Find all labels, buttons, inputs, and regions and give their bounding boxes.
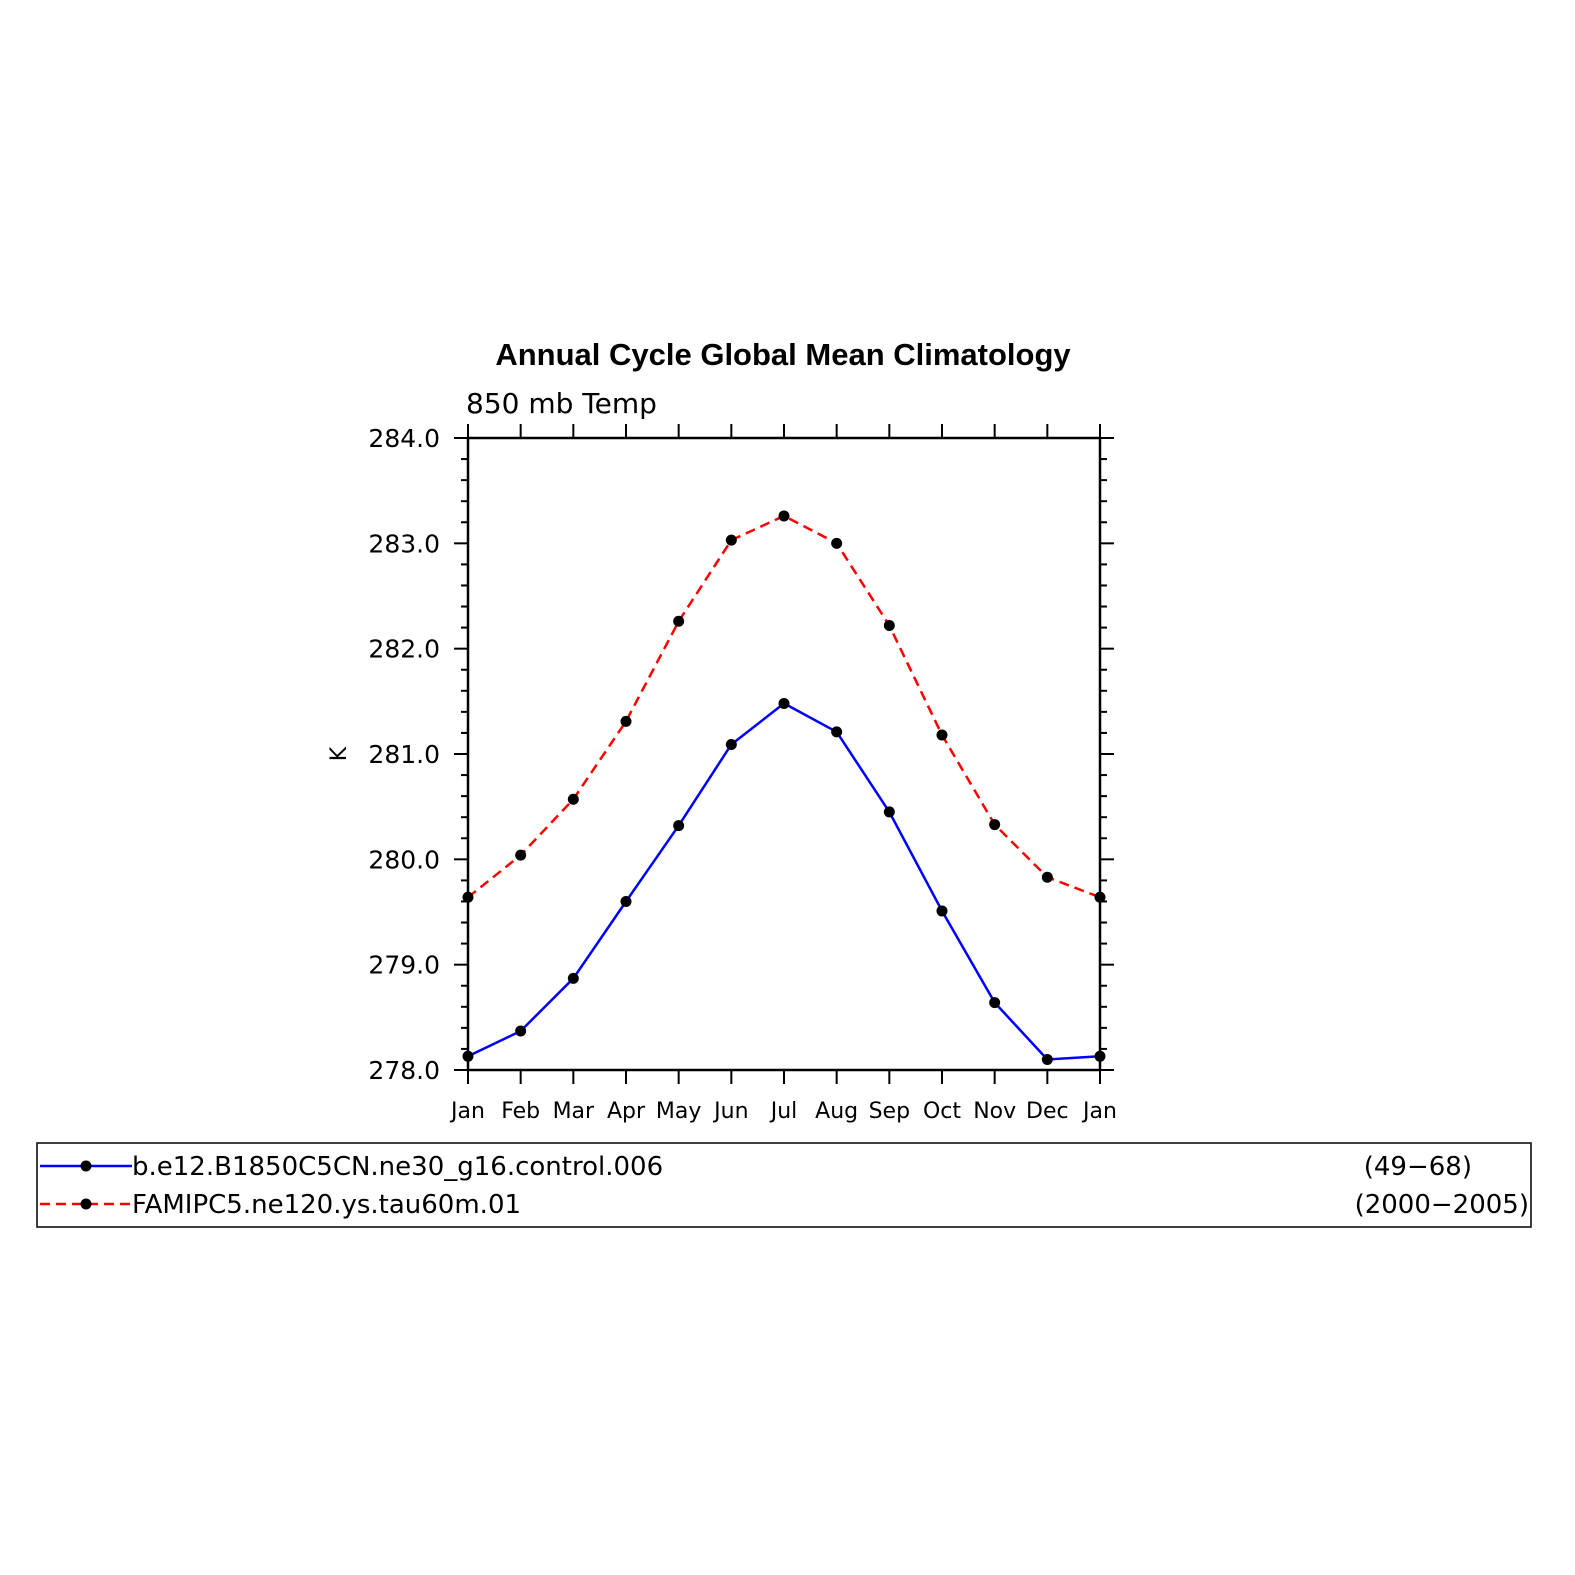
series-2-point	[778, 510, 790, 522]
series-1-point	[620, 895, 632, 907]
x-tick-label: Sep	[869, 1099, 910, 1124]
legend-marker-series-2	[80, 1198, 92, 1210]
series-1-point	[673, 820, 685, 832]
y-axis-label: K	[327, 746, 352, 761]
x-tick-label: May	[656, 1099, 701, 1124]
series-1-point	[989, 997, 1001, 1009]
x-tick-label: Dec	[1026, 1099, 1069, 1124]
y-tick-label: 278.0	[368, 1056, 440, 1085]
y-tick-labels: 278.0 279.0 280.0 281.0 282.0 283.0 284.0	[368, 424, 440, 1085]
series-2-point	[567, 793, 579, 805]
series-line-1	[467, 701, 1101, 1061]
series-2-point	[515, 849, 527, 861]
series-1-point	[515, 1025, 527, 1037]
y-tick-label: 281.0	[368, 740, 440, 769]
legend: b.e12.B1850C5CN.ne30_g16.control.006 (49…	[36, 1142, 1532, 1228]
legend-period-series-1: (49−68)	[1364, 1152, 1472, 1182]
chart-title: Annual Cycle Global Mean Climatology	[495, 337, 1071, 372]
axis-ticks	[454, 424, 1114, 1084]
series-1-point	[883, 806, 895, 818]
x-tick-label: Mar	[553, 1099, 595, 1124]
chart-subtitle: 850 mb Temp	[466, 387, 657, 420]
x-tick-labels: Jan Feb Mar Apr May Jun Jul Aug Sep Oct Nov Dec Jan	[449, 1099, 1117, 1124]
series-markers	[462, 510, 1106, 1065]
y-tick-label: 282.0	[368, 635, 440, 664]
plot-frame	[466, 436, 1102, 1072]
series-1-point	[725, 739, 737, 751]
series-1-point	[778, 697, 790, 709]
legend-period-series-2: (2000−2005)	[1355, 1190, 1529, 1220]
x-tick-label: Jan	[449, 1099, 485, 1124]
x-tick-label: Jul	[769, 1099, 798, 1124]
x-tick-label: Feb	[501, 1099, 540, 1124]
series-2-point	[620, 715, 632, 727]
x-tick-label: Aug	[815, 1099, 858, 1124]
series-1-point	[567, 972, 579, 984]
legend-marker-series-1	[80, 1160, 92, 1172]
series-2-point	[883, 619, 895, 631]
series-2-point	[989, 819, 1001, 831]
y-tick-label: 283.0	[368, 529, 440, 558]
legend-label-series-2: FAMIPC5.ne120.ys.tau60m.01	[132, 1190, 521, 1220]
y-tick-label: 280.0	[368, 845, 440, 874]
series-lines	[467, 514, 1101, 1061]
y-tick-label: 279.0	[368, 951, 440, 980]
y-tick-label: 284.0	[368, 424, 440, 453]
legend-box	[36, 1142, 1532, 1228]
series-2-point	[725, 534, 737, 546]
series-1-point	[936, 905, 948, 917]
x-tick-label: Jan	[1081, 1099, 1117, 1124]
x-tick-label: Nov	[973, 1099, 1016, 1124]
legend-label-series-1: b.e12.B1850C5CN.ne30_g16.control.006	[132, 1152, 663, 1182]
x-tick-label: Oct	[923, 1099, 961, 1124]
series-1-point	[831, 726, 843, 738]
series-2-point	[831, 537, 843, 549]
x-tick-label: Jun	[712, 1099, 748, 1124]
series-2-point	[1041, 871, 1053, 883]
series-2-point	[673, 615, 685, 627]
x-tick-label: Apr	[607, 1099, 646, 1124]
series-2-point	[936, 729, 948, 741]
series-1-point	[1041, 1053, 1053, 1065]
